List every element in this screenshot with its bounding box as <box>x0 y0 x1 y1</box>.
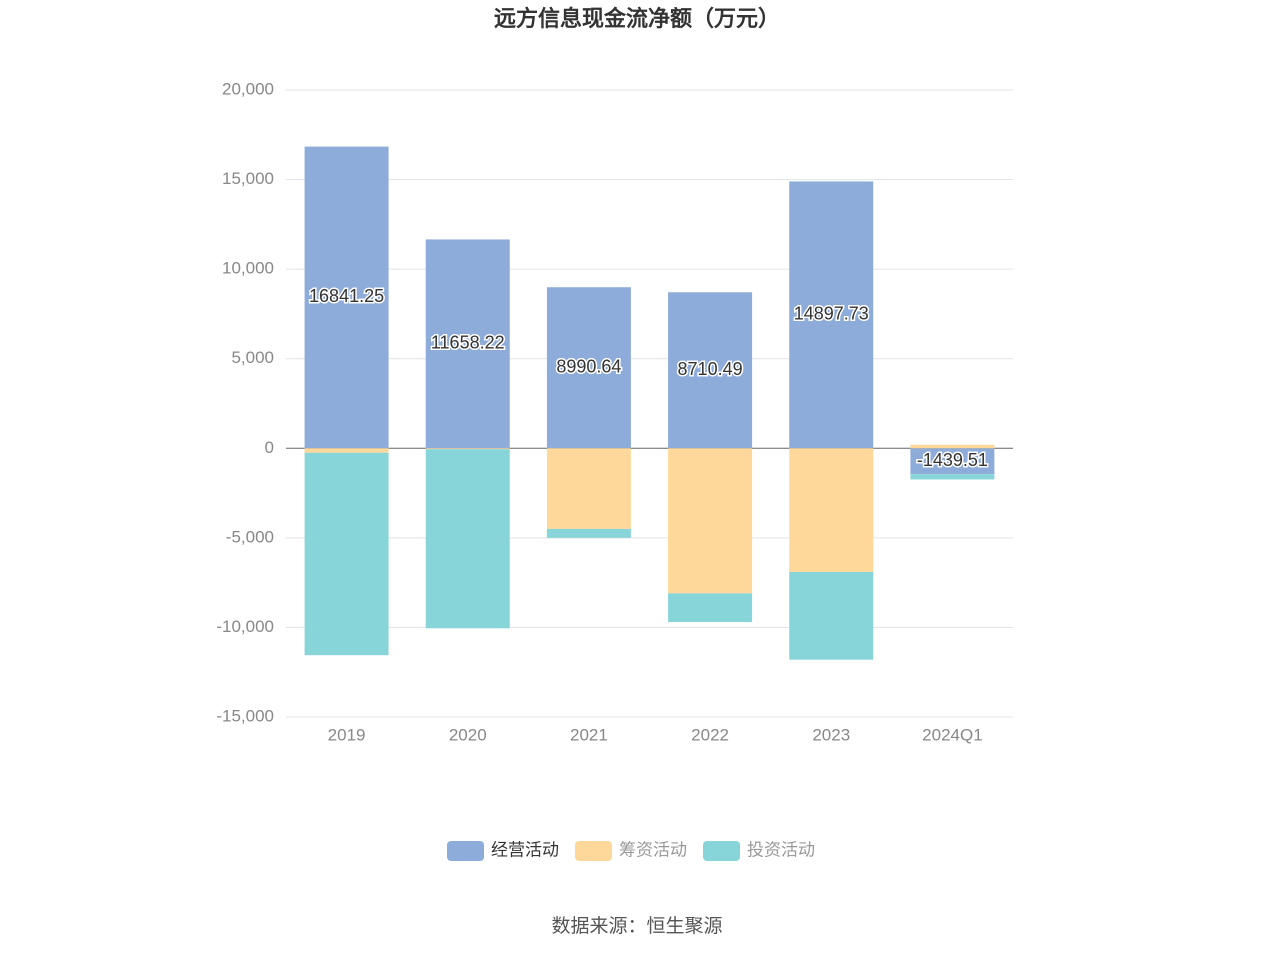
bar-segment <box>668 292 753 449</box>
y-tick-label: 20,000 <box>222 79 274 98</box>
x-tick-label: 2020 <box>449 725 487 744</box>
bar-segment <box>789 571 874 660</box>
x-tick-label: 2019 <box>328 725 366 744</box>
y-tick-label: -5,000 <box>226 527 274 546</box>
bar-segment <box>668 448 753 594</box>
data-label: 11658.22 <box>431 333 505 353</box>
bar-segment <box>789 448 874 572</box>
bar-segment <box>304 448 389 453</box>
data-label: 8710.49 <box>678 359 743 379</box>
legend-swatch <box>703 841 740 861</box>
bar-segment <box>546 448 631 529</box>
legend-label: 投资活动 <box>747 840 815 859</box>
y-tick-label: 10,000 <box>222 259 274 278</box>
bar-segment <box>910 444 995 449</box>
data-label: 14897.73 <box>794 304 869 324</box>
chart-title: 远方信息现金流净额（万元） <box>494 6 780 31</box>
bar-segment <box>304 146 389 449</box>
bar-segment <box>304 452 389 656</box>
bar-segment <box>425 239 510 449</box>
x-tick-label: 2024Q1 <box>922 725 983 744</box>
bar-segment <box>789 181 874 449</box>
data-label: 16841.25 <box>309 286 384 306</box>
legend-swatch <box>447 841 484 861</box>
bar-segment <box>546 287 631 449</box>
y-tick-label: -15,000 <box>216 706 274 725</box>
bar-segment <box>546 528 631 538</box>
bar-segment <box>910 448 995 475</box>
x-tick-label: 2022 <box>691 725 729 744</box>
source: 数据来源：恒生聚源 <box>551 915 722 937</box>
y-tick-label: 0 <box>265 438 274 457</box>
data-label: 8990.64 <box>556 357 621 377</box>
y-tick-label: 15,000 <box>222 169 274 188</box>
bar-segment <box>668 593 753 623</box>
legend-swatch <box>575 841 612 861</box>
x-tick-label: 2021 <box>570 725 608 744</box>
legend-label: 经营活动 <box>491 840 559 859</box>
bar-segment <box>910 474 995 480</box>
y-tick-label: 5,000 <box>231 348 274 367</box>
y-tick-label: -10,000 <box>216 617 274 636</box>
bar-segment <box>425 448 510 450</box>
data-label: -1439.51 <box>917 450 988 470</box>
bar-segment <box>425 449 510 629</box>
legend-label: 筹资活动 <box>619 840 687 859</box>
x-tick-label: 2023 <box>812 725 850 744</box>
